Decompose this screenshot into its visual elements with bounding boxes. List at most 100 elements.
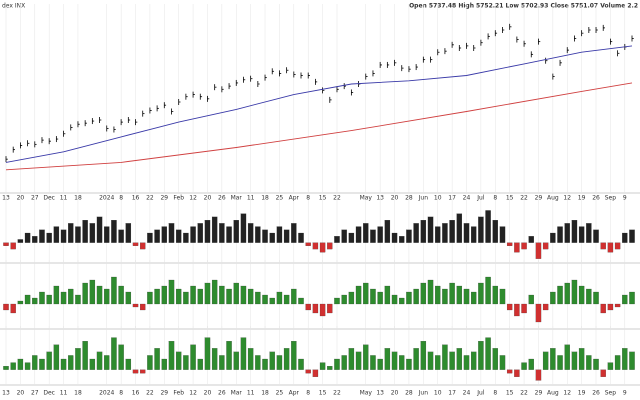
histogram-bar	[478, 341, 484, 370]
histogram-bar	[247, 348, 254, 370]
histogram-bar	[219, 223, 225, 243]
histogram-bar	[204, 282, 211, 305]
histogram-bar	[60, 291, 67, 305]
x-tick-label: 17	[448, 390, 456, 397]
x-tick-label: 18	[261, 390, 269, 397]
histogram-bar	[240, 213, 247, 243]
histogram-bar	[89, 279, 96, 305]
histogram-bar	[53, 344, 60, 370]
histogram-bar	[10, 303, 16, 314]
histogram-bar	[334, 297, 340, 305]
x-tick-label: Feb	[173, 195, 184, 202]
histogram-bar	[32, 355, 38, 370]
histogram-bar	[283, 348, 290, 370]
histogram-bar	[478, 282, 484, 305]
histogram-bar	[125, 358, 132, 370]
histogram-bar	[413, 288, 419, 305]
histogram-bar	[161, 285, 167, 305]
histogram-bar	[327, 303, 333, 314]
histogram-bar	[471, 226, 477, 243]
x-tick-label: 11	[60, 390, 68, 397]
histogram-bar	[355, 226, 362, 243]
histogram-bar	[341, 229, 347, 243]
histogram-bar	[319, 242, 326, 253]
histogram-bar	[499, 226, 506, 243]
histogram-bar	[600, 303, 606, 314]
histogram-bar	[3, 242, 9, 246]
histogram-bar	[442, 344, 448, 370]
histogram-bar	[435, 355, 441, 370]
histogram-bar	[312, 369, 319, 377]
histogram-bar	[255, 226, 261, 243]
moving-average	[5, 45, 633, 163]
x-tick-label: 29	[535, 390, 543, 397]
histogram-bar	[96, 351, 103, 370]
histogram-bar	[564, 223, 570, 243]
histogram-bar	[104, 226, 110, 243]
histogram-bar	[305, 369, 311, 374]
histogram-bar	[147, 232, 153, 243]
histogram-bar	[96, 216, 103, 243]
x-tick-label: May	[360, 390, 373, 397]
histogram-bar	[391, 351, 398, 370]
histogram-bar	[255, 355, 261, 370]
x-tick-label: 19	[578, 390, 586, 397]
histogram-bar	[435, 226, 441, 243]
histogram-bar	[262, 294, 268, 305]
x-tick-label: 22	[146, 195, 154, 202]
histogram-bar	[521, 303, 527, 314]
histogram-bar	[269, 232, 275, 243]
histogram-bar	[578, 226, 585, 243]
x-tick-label: 15	[319, 390, 327, 397]
histogram-bar	[132, 242, 139, 246]
histogram-bar	[204, 220, 211, 243]
histogram-bar	[24, 232, 31, 243]
histogram-bar	[607, 242, 614, 253]
histogram-bar	[68, 223, 74, 243]
histogram-bar	[348, 348, 355, 370]
x-tick-label: Dec	[43, 195, 55, 202]
histogram-bar	[68, 288, 74, 305]
histogram-bar	[600, 369, 606, 377]
x-tick-label: Jul	[476, 195, 485, 202]
x-tick-label: 25	[276, 195, 284, 202]
histogram-bar	[291, 341, 297, 370]
histogram-bar	[255, 291, 261, 305]
x-tick-label: Sep	[605, 390, 617, 397]
histogram-bar	[406, 229, 412, 243]
histogram-bar	[593, 291, 599, 305]
x-tick-label: 29	[160, 390, 168, 397]
x-tick-label: 29	[535, 195, 543, 202]
histogram-bar	[542, 303, 549, 311]
histogram-bar	[319, 362, 326, 370]
histogram-bar	[276, 291, 283, 305]
histogram-bar	[370, 355, 376, 370]
histogram-bar	[442, 223, 448, 243]
histogram-bar	[247, 223, 254, 243]
histogram-bar	[96, 285, 103, 305]
x-tick-label: 11	[247, 195, 255, 202]
histogram-bar	[471, 351, 477, 370]
histogram-bar	[614, 303, 621, 308]
x-tick-label: Mar	[231, 195, 243, 202]
histogram-bar	[363, 344, 369, 370]
histogram-bar	[614, 355, 621, 370]
histogram-bar	[456, 213, 463, 243]
histogram-bar	[89, 223, 96, 243]
histogram-bar	[154, 288, 160, 305]
histogram-bar	[442, 288, 448, 305]
histogram-bar	[140, 303, 146, 311]
x-tick-label: Feb	[173, 390, 184, 397]
histogram-bar	[154, 348, 160, 370]
histogram-bar	[161, 226, 167, 243]
histogram-bar	[420, 282, 427, 305]
histogram-bar	[269, 351, 275, 370]
x-tick-label: 24	[463, 390, 471, 397]
histogram-bar	[435, 285, 441, 305]
histogram-bar	[319, 303, 326, 317]
histogram-bar	[542, 351, 549, 370]
histogram-bar	[298, 232, 304, 243]
histogram-bar	[283, 229, 290, 243]
histogram-bar	[240, 285, 247, 305]
